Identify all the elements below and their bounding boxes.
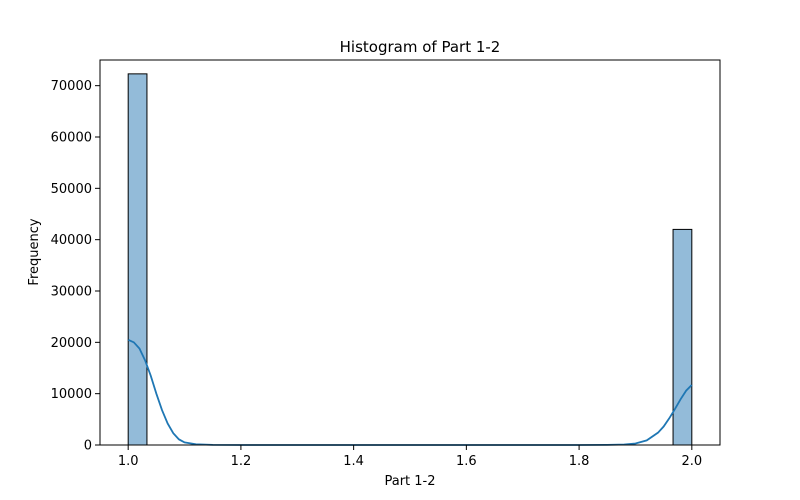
y-axis: 0 10000 20000 30000 40000 50000 60000 70000 [51,79,100,454]
chart-title: Histogram of Part 1-2 [340,38,501,56]
y-tick-label: 10000 [51,387,92,402]
y-tick-label: 50000 [51,182,92,197]
bars [127,73,693,446]
x-tick-label: 1.0 [118,454,139,469]
y-tick-label: 70000 [51,79,92,94]
histogram-bar-0 [127,73,148,446]
y-tick-label: 60000 [51,131,92,146]
x-tick-label: 2.0 [681,454,702,469]
x-tick-label: 1.6 [456,454,477,469]
y-axis-label: Frequency [27,218,42,285]
histogram-bar-1 [672,228,693,446]
x-axis: 1.0 1.2 1.4 1.6 1.8 2.0 [118,445,702,469]
plot-frame [99,59,721,446]
x-axis-label: Part 1-2 [384,474,435,489]
y-tick-label: 0 [84,439,92,454]
x-tick-label: 1.2 [231,454,252,469]
y-tick-label: 40000 [51,233,92,248]
y-tick-label: 30000 [51,285,92,300]
kde-curve [127,338,693,446]
x-tick-label: 1.4 [343,454,364,469]
y-tick-label: 20000 [51,336,92,351]
x-tick-label: 1.8 [569,454,590,469]
